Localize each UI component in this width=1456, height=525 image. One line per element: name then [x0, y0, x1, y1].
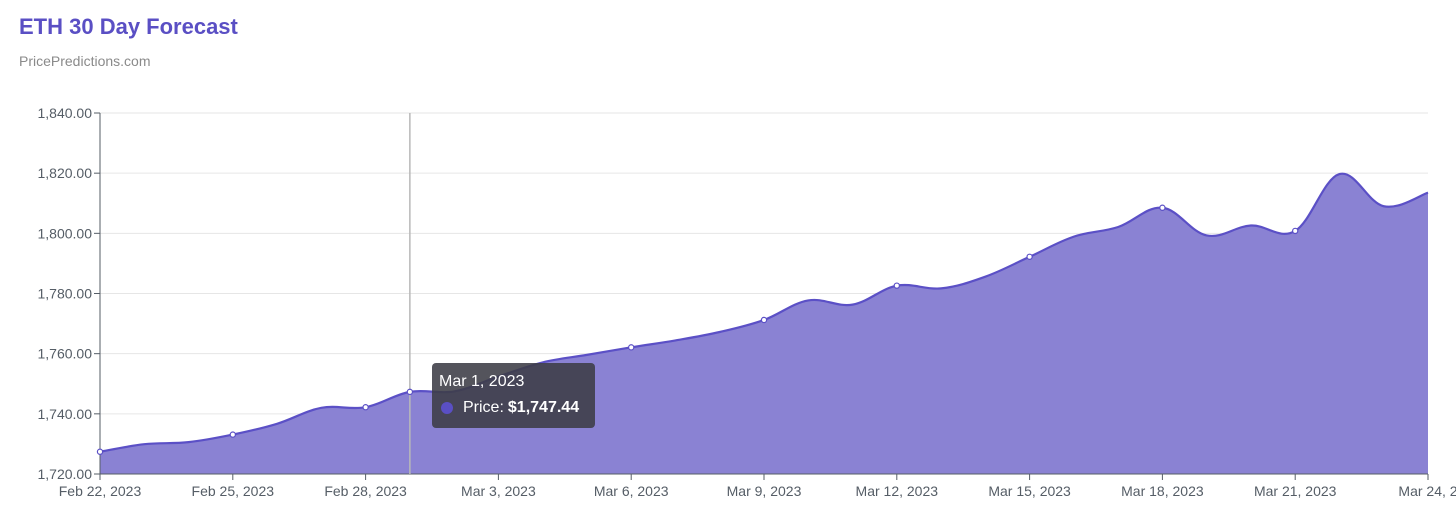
x-axis-ticks: Feb 22, 2023 Feb 25, 2023 Feb 28, 2023 Mar … — [59, 474, 1456, 499]
series-color-dot-icon — [441, 402, 453, 414]
tooltip-series-label: Price: — [463, 399, 504, 416]
data-point[interactable] — [96, 448, 104, 455]
price-area-fill — [100, 173, 1428, 474]
y-tick-label: 1,820.00 — [38, 165, 93, 181]
data-point[interactable] — [1159, 204, 1166, 211]
tooltip-row: Price: $1,747.44 — [439, 398, 588, 418]
y-tick-label: 1,840.00 — [38, 105, 93, 121]
y-tick-label: 1,720.00 — [38, 466, 93, 482]
x-tick-label: Mar 15, 2023 — [988, 483, 1071, 499]
chart-subtitle: PricePredictions.com — [19, 53, 151, 69]
y-tick-label: 1,780.00 — [38, 286, 93, 302]
data-point[interactable] — [760, 316, 768, 324]
x-tick-label: Feb 22, 2023 — [59, 483, 142, 499]
x-tick-label: Mar 3, 2023 — [461, 483, 536, 499]
x-tick-label: Mar 21, 2023 — [1254, 483, 1337, 499]
x-tick-label: Feb 28, 2023 — [324, 483, 407, 499]
data-point[interactable] — [406, 388, 414, 396]
price-tooltip: Mar 1, 2023 Price: $1,747.44 — [432, 363, 595, 428]
y-tick-label: 1,740.00 — [38, 406, 93, 422]
x-tick-label: Mar 6, 2023 — [594, 483, 669, 499]
data-point[interactable] — [1291, 227, 1299, 235]
y-tick-label: 1,800.00 — [38, 225, 93, 241]
x-tick-label: Mar 18, 2023 — [1121, 483, 1204, 499]
data-point[interactable] — [628, 344, 635, 351]
x-tick-label: Mar 24, 2 — [1398, 483, 1456, 499]
data-point[interactable] — [1026, 253, 1033, 260]
tooltip-date: Mar 1, 2023 — [439, 373, 525, 390]
tooltip-value: $1,747.44 — [507, 399, 580, 416]
data-point[interactable] — [362, 404, 369, 411]
x-tick-label: Mar 9, 2023 — [727, 483, 802, 499]
y-axis-ticks: 1,720.00 1,740.00 1,760.00 1,780.00 1,800.00… — [38, 105, 100, 482]
data-point[interactable] — [229, 431, 236, 438]
y-tick-label: 1,760.00 — [38, 346, 93, 362]
chart-title: ETH 30 Day Forecast — [19, 14, 238, 39]
x-tick-label: Feb 25, 2023 — [192, 483, 275, 499]
data-markers[interactable] — [96, 204, 1299, 455]
series-area — [99, 172, 1429, 474]
data-point[interactable] — [893, 282, 901, 289]
x-tick-label: Mar 12, 2023 — [856, 483, 939, 499]
